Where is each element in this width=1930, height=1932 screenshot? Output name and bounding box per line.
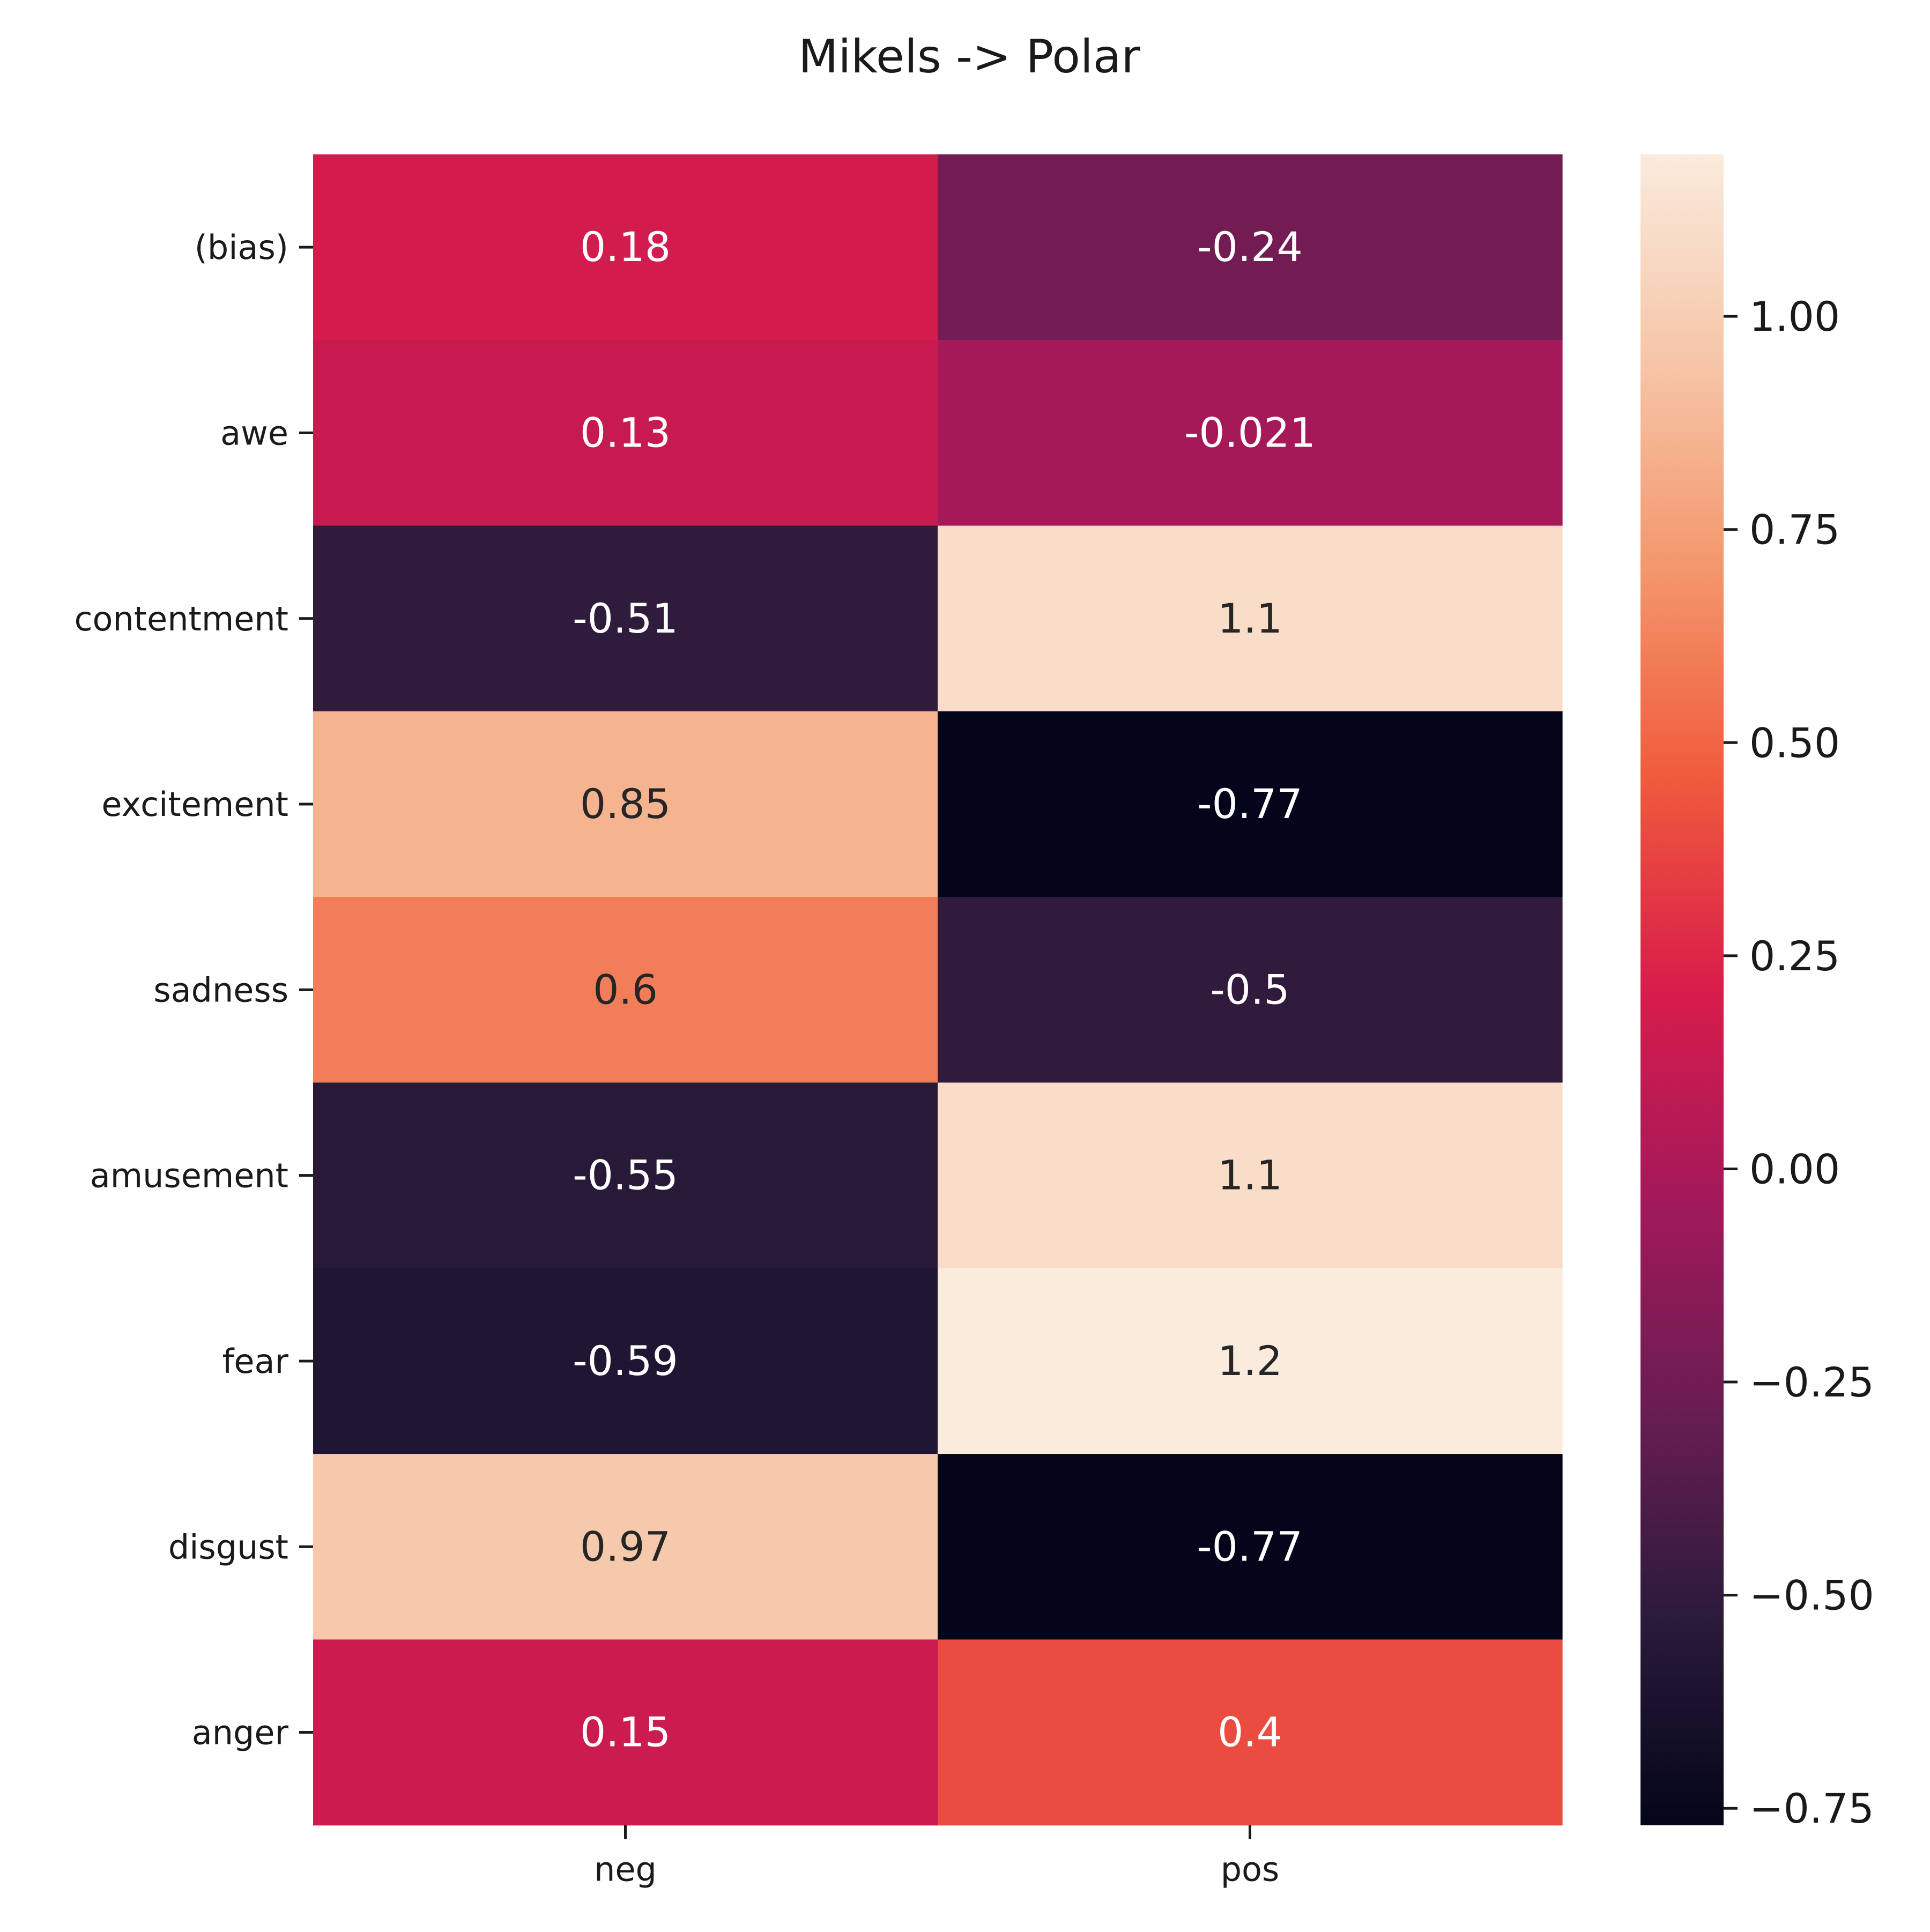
cell-value-label: 1.1 xyxy=(1218,1151,1282,1199)
colorbar-tick-label: −0.50 xyxy=(1749,1572,1874,1619)
x-tick-label: neg xyxy=(594,1850,657,1889)
cell-value-label: 0.15 xyxy=(580,1708,671,1756)
cell-value-label: 0.18 xyxy=(580,223,671,271)
y-tick-label: sadness xyxy=(153,970,288,1009)
heatmap-cell xyxy=(313,1454,938,1640)
colorbar-axis: −0.75 −0.50 −0.25 0.00 0.25 0.50 0.75 1.00 xyxy=(1724,293,1874,1832)
cell-value-label: 0.97 xyxy=(580,1522,671,1570)
heatmap-cell xyxy=(938,340,1563,526)
cell-value-label: 0.85 xyxy=(580,780,671,828)
cell-value-label: 1.2 xyxy=(1218,1337,1282,1385)
x-axis: neg pos xyxy=(594,1825,1279,1889)
cell-value-label: -0.51 xyxy=(573,595,678,642)
heatmap-cell-labels: 0.18 -0.24 0.13 -0.021 -0.51 1.1 0.85 -0.77 0.6 -… xyxy=(573,223,1316,1756)
cell-value-label: -0.021 xyxy=(1184,408,1316,456)
y-tick-label: anger xyxy=(192,1713,289,1752)
colorbar-tick-label: 0.00 xyxy=(1749,1145,1840,1193)
y-tick-label: (bias) xyxy=(195,228,288,267)
cell-value-label: -0.77 xyxy=(1197,780,1303,828)
heatmap-cells xyxy=(313,154,1563,1826)
y-axis: (bias) awe contentment excitement sadness amu… xyxy=(74,228,313,1752)
colorbar-tick-label: 0.50 xyxy=(1749,719,1840,767)
heatmap-cell xyxy=(938,897,1563,1083)
heatmap-cell xyxy=(313,1082,938,1269)
cell-value-label: 0.13 xyxy=(580,408,671,456)
x-tick-label: pos xyxy=(1221,1850,1280,1889)
y-tick-label: awe xyxy=(220,413,288,452)
heatmap-cell xyxy=(313,340,938,526)
cell-value-label: -0.77 xyxy=(1197,1522,1303,1570)
heatmap-cell xyxy=(938,525,1563,712)
cell-value-label: 0.6 xyxy=(593,965,658,1013)
y-tick-label: contentment xyxy=(74,599,288,638)
heatmap-cell xyxy=(313,711,938,897)
colorbar-tick-label: 0.25 xyxy=(1749,932,1840,980)
heatmap-cell xyxy=(313,1268,938,1454)
heatmap-cell xyxy=(938,154,1563,340)
heatmap-cell xyxy=(313,1639,938,1826)
heatmap-cell xyxy=(938,711,1563,897)
colorbar-tick-label: −0.75 xyxy=(1749,1785,1874,1832)
colorbar-tick-label: −0.25 xyxy=(1749,1358,1874,1406)
colorbar-tick-label: 0.75 xyxy=(1749,506,1840,554)
y-tick-label: disgust xyxy=(168,1527,288,1566)
colorbar-tick-label: 1.00 xyxy=(1749,293,1840,340)
cell-value-label: -0.24 xyxy=(1197,223,1303,271)
cell-value-label: -0.59 xyxy=(573,1337,678,1385)
cell-value-label: -0.55 xyxy=(573,1151,678,1199)
heatmap-cell xyxy=(938,1268,1563,1454)
y-tick-label: fear xyxy=(222,1342,289,1381)
y-tick-label: amusement xyxy=(90,1156,288,1195)
heatmap-cell xyxy=(313,154,938,340)
cell-value-label: -0.5 xyxy=(1210,965,1289,1013)
heatmap-cell xyxy=(938,1082,1563,1269)
heatmap-cell xyxy=(938,1454,1563,1640)
y-tick-label: excitement xyxy=(101,785,288,824)
chart-title: Mikels -> Polar xyxy=(798,30,1140,84)
cell-value-label: 1.1 xyxy=(1218,595,1282,642)
heatmap-cell xyxy=(313,897,938,1083)
heatmap-cell xyxy=(938,1639,1563,1826)
colorbar xyxy=(1640,154,1724,1825)
heatmap-cell xyxy=(313,525,938,712)
cell-value-label: 0.4 xyxy=(1218,1708,1282,1756)
